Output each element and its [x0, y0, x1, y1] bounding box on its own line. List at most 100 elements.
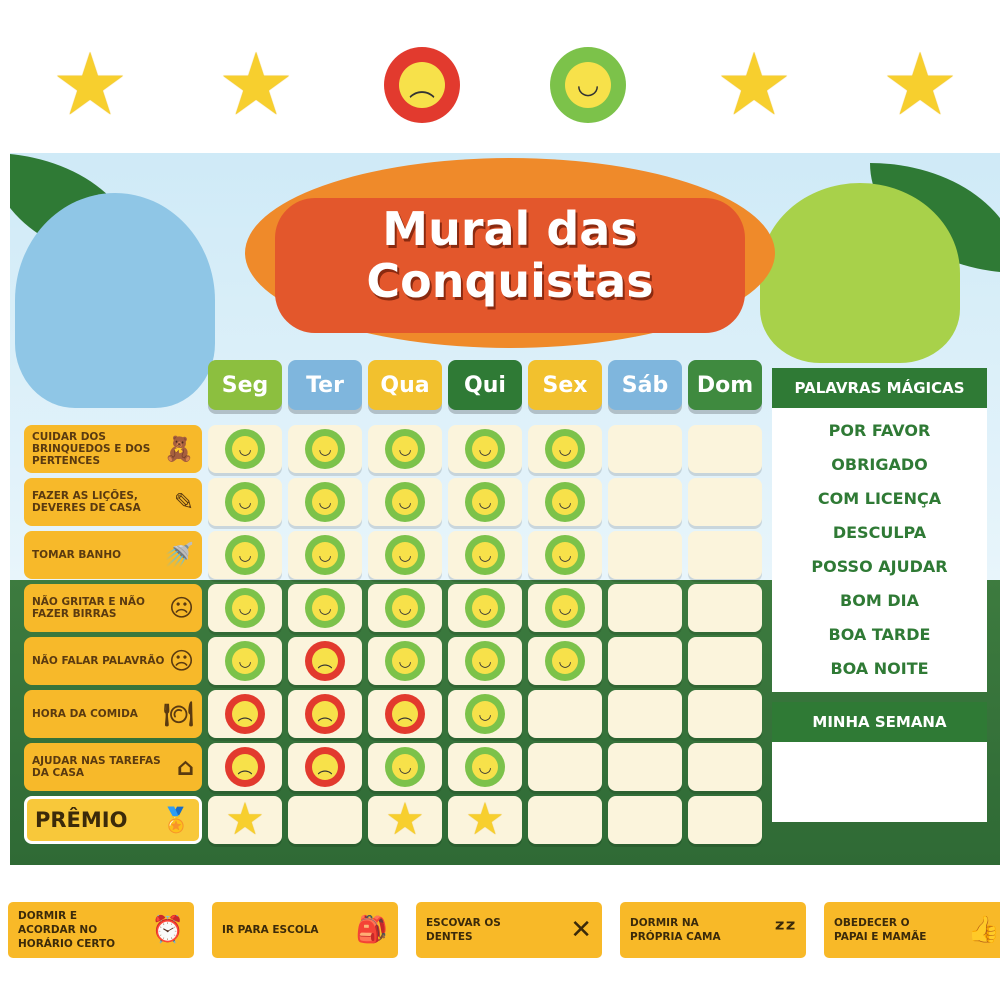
token-star[interactable]: ★: [216, 42, 296, 128]
mark-cell[interactable]: ◡: [208, 531, 282, 579]
mark-cell[interactable]: [688, 743, 762, 791]
happy-face-icon: ◡: [385, 535, 425, 575]
mark-cell[interactable]: ◡: [208, 425, 282, 473]
sad-face-icon: ︵: [384, 47, 460, 123]
mark-cell[interactable]: ◡: [368, 584, 442, 632]
happy-face-icon: ◡: [385, 747, 425, 787]
mark-cell[interactable]: [608, 478, 682, 526]
mark-cell[interactable]: [608, 743, 682, 791]
mark-cell[interactable]: ◡: [528, 531, 602, 579]
board-title: Mural das Conquistas: [275, 203, 745, 307]
happy-face-icon: ◡: [225, 588, 265, 628]
extra-task-card[interactable]: DORMIR E ACORDAR NO HORÁRIO CERTO ⏰: [8, 902, 194, 958]
mark-cell[interactable]: [688, 637, 762, 685]
happy-face-icon: ◡: [465, 429, 505, 469]
mark-cell[interactable]: ︵: [288, 743, 362, 791]
sad-face-icon: ︵: [305, 641, 345, 681]
magic-word: POSSO AJUDAR: [811, 557, 948, 576]
mark-cell[interactable]: ◡: [368, 637, 442, 685]
extra-task-card[interactable]: IR PARA ESCOLA 🎒: [212, 902, 398, 958]
mark-cell[interactable]: ︵: [208, 690, 282, 738]
magic-word: POR FAVOR: [828, 421, 931, 440]
token-row: ★ ★ ︵ ◡ ★ ★: [0, 42, 1000, 135]
mark-cell[interactable]: ◡: [528, 584, 602, 632]
extra-task-label: DORMIR NA PRÓPRIA CAMA: [630, 917, 721, 943]
mark-cell[interactable]: ︵: [208, 743, 282, 791]
prize-cell[interactable]: [608, 796, 682, 844]
mark-cell[interactable]: [688, 425, 762, 473]
prize-cell[interactable]: [288, 796, 362, 844]
magic-word: COM LICENÇA: [817, 489, 942, 508]
mark-cell[interactable]: ◡: [368, 531, 442, 579]
mark-cell[interactable]: ◡: [448, 690, 522, 738]
mark-cell[interactable]: ◡: [528, 478, 602, 526]
mark-cell[interactable]: ◡: [448, 637, 522, 685]
title-panel: [275, 198, 745, 333]
extra-task-card[interactable]: OBEDECER O PAPAI E MAMÃE 👍: [824, 902, 1000, 958]
task-list: CUIDAR DOS BRINQUEDOS E DOS PERTENCES 🧸 FA…: [24, 425, 202, 849]
token-star[interactable]: ★: [714, 42, 794, 128]
sad-face-icon: ︵: [225, 694, 265, 734]
my-week-area[interactable]: [772, 742, 987, 822]
task-card: HORA DA COMIDA 🍽: [24, 690, 202, 738]
prize-cell[interactable]: [688, 796, 762, 844]
mark-cell[interactable]: [608, 584, 682, 632]
prize-cell[interactable]: ★: [448, 796, 522, 844]
prize-cell[interactable]: [528, 796, 602, 844]
prize-cell[interactable]: ★: [368, 796, 442, 844]
star-icon: ★: [225, 794, 265, 845]
mark-cell[interactable]: [608, 637, 682, 685]
happy-face-icon: ◡: [305, 429, 345, 469]
mark-cell[interactable]: [688, 531, 762, 579]
mark-cell[interactable]: ◡: [288, 425, 362, 473]
extra-task-card[interactable]: DORMIR NA PRÓPRIA CAMA ᶻᶻ: [620, 902, 806, 958]
mark-cell[interactable]: [608, 425, 682, 473]
mark-cell[interactable]: ◡: [528, 637, 602, 685]
mark-cell[interactable]: [608, 531, 682, 579]
mark-cell[interactable]: ◡: [208, 637, 282, 685]
token-sad[interactable]: ︵: [382, 45, 462, 125]
mark-cell[interactable]: ◡: [368, 743, 442, 791]
mark-cell[interactable]: ◡: [288, 531, 362, 579]
happy-face-icon: ◡: [305, 535, 345, 575]
mark-cell[interactable]: [528, 690, 602, 738]
day-header: Qua: [368, 360, 442, 410]
mark-cell[interactable]: ◡: [448, 743, 522, 791]
happy-face-icon: ◡: [225, 482, 265, 522]
mark-cell[interactable]: [608, 690, 682, 738]
task-label: FAZER AS LIÇÕES, DEVERES DE CASA: [32, 490, 141, 514]
mark-cell[interactable]: ◡: [288, 478, 362, 526]
mark-cell[interactable]: [688, 584, 762, 632]
shower-icon: 🚿: [164, 541, 194, 569]
mark-cell[interactable]: ︵: [288, 690, 362, 738]
mark-cell[interactable]: ◡: [368, 478, 442, 526]
mark-cell[interactable]: ︵: [288, 637, 362, 685]
mark-cell[interactable]: ◡: [448, 584, 522, 632]
mark-cell[interactable]: [528, 743, 602, 791]
happy-face-icon: ◡: [550, 47, 626, 123]
happy-face-icon: ◡: [385, 482, 425, 522]
mark-cell[interactable]: [688, 690, 762, 738]
mark-cell[interactable]: ︵: [368, 690, 442, 738]
token-star[interactable]: ★: [880, 42, 960, 128]
extra-task-label: IR PARA ESCOLA: [222, 924, 319, 936]
token-happy[interactable]: ◡: [548, 45, 628, 125]
mark-cell[interactable]: ◡: [368, 425, 442, 473]
token-star[interactable]: ★: [50, 42, 130, 128]
mark-cell[interactable]: ◡: [208, 584, 282, 632]
mark-cell[interactable]: ◡: [448, 478, 522, 526]
medal-icon: 🏅: [161, 806, 191, 834]
title-line: Mural das: [382, 202, 638, 256]
mark-cell[interactable]: ◡: [288, 584, 362, 632]
day-header: Ter: [288, 360, 362, 410]
extra-task-label: DORMIR E ACORDAR NO HORÁRIO CERTO: [18, 910, 116, 950]
mark-cell[interactable]: ◡: [448, 531, 522, 579]
mark-cell[interactable]: ◡: [528, 425, 602, 473]
extra-task-card[interactable]: ESCOVAR OS DENTES ✕: [416, 902, 602, 958]
happy-face-icon: ◡: [465, 641, 505, 681]
mark-cell[interactable]: ◡: [448, 425, 522, 473]
mark-cell[interactable]: [688, 478, 762, 526]
mark-cell[interactable]: ◡: [208, 478, 282, 526]
happy-face-icon: ◡: [225, 429, 265, 469]
prize-cell[interactable]: ★: [208, 796, 282, 844]
